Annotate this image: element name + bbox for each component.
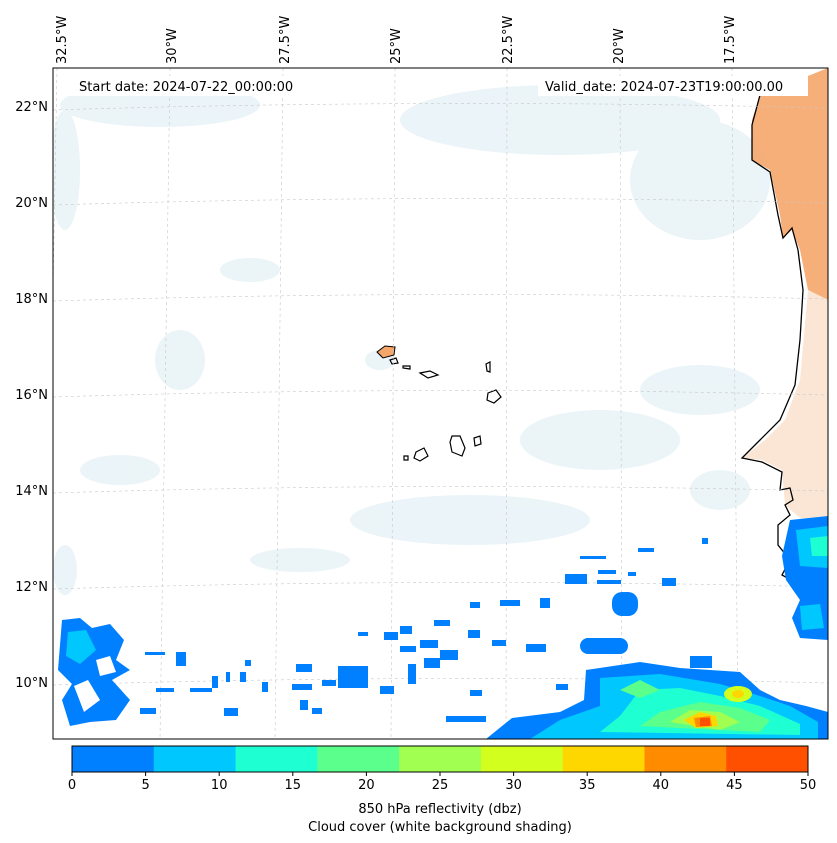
lat-label: 16°N: [15, 388, 48, 403]
colorbar-swatch: [72, 746, 155, 772]
reflectivity-southern-system: [486, 662, 828, 739]
colorbar-tick-label: 0: [68, 778, 76, 793]
lat-label: 18°N: [15, 292, 48, 307]
lat-label: 12°N: [15, 580, 48, 595]
colorbar-tick-label: 20: [358, 778, 375, 793]
lat-label: 20°N: [15, 196, 48, 211]
colorbar-tick-label: 5: [141, 778, 149, 793]
colorbar-swatch: [726, 746, 809, 772]
colorbar-swatch: [235, 746, 318, 772]
reflectivity-cells: [140, 538, 712, 722]
longitude-labels: 32.5°W 30°W 27.5°W 25°W 22.5°W 20°W 17.5…: [55, 16, 738, 64]
colorbar-tick-label: 45: [726, 778, 743, 793]
lat-label: 10°N: [15, 676, 48, 691]
lon-label: 30°W: [165, 28, 180, 64]
colorbar-tick-label: 35: [579, 778, 596, 793]
colorbar-tick-label: 50: [800, 778, 817, 793]
colorbar-tick-label: 10: [211, 778, 228, 793]
colorbar-label-cloud-cover: Cloud cover (white background shading): [308, 820, 572, 835]
colorbar-tick-label: 15: [285, 778, 302, 793]
colorbar-label-reflectivity: 850 hPa reflectivity (dbz): [358, 802, 521, 817]
valid-date-label: Valid_date: 2024-07-23T19:00:00.00: [545, 80, 783, 95]
valid-date-box: [538, 76, 808, 96]
colorbar: 0 5 10 15 20 25 30 35 40 45 50: [68, 745, 817, 793]
colorbar-tick-label: 25: [432, 778, 449, 793]
cloud-cover-shading: [53, 83, 770, 595]
lat-label: 14°N: [15, 484, 48, 499]
colorbar-swatch: [153, 746, 237, 772]
colorbar-swatch: [644, 746, 727, 772]
lon-label: 17.5°W: [723, 16, 738, 64]
map-frame: [52, 67, 829, 740]
start-date-label: Start date: 2024-07-22_00:00:00: [79, 80, 293, 95]
colorbar-tick-label: 30: [505, 778, 522, 793]
cape-verde-islands: [389, 357, 502, 462]
lat-label: 22°N: [15, 100, 48, 115]
africa-land-north: [752, 68, 828, 300]
reflectivity-coastal-cluster: [782, 516, 828, 640]
start-date-box: [70, 76, 315, 96]
colorbar-swatch: [562, 746, 645, 772]
reflectivity-west-cluster: [58, 618, 130, 726]
lon-label: 27.5°W: [278, 16, 293, 64]
gridlines: [53, 68, 828, 739]
colorbar-tick-label: 40: [653, 778, 670, 793]
lon-label: 22.5°W: [501, 16, 516, 64]
colorbar-swatch: [399, 746, 482, 772]
lon-label: 25°W: [389, 28, 404, 64]
lon-label: 20°W: [612, 28, 627, 64]
africa-land-central: [742, 290, 828, 520]
lon-label: 32.5°W: [55, 16, 70, 64]
colorbar-swatch: [317, 746, 400, 772]
santo-antao-island: [376, 345, 396, 359]
latitude-labels: 22°N 20°N 18°N 16°N 14°N 12°N 10°N: [15, 100, 48, 691]
colorbar-swatch: [480, 746, 564, 772]
map-panel: Start date: 2024-07-22_00:00:00 Valid_da…: [53, 68, 828, 739]
